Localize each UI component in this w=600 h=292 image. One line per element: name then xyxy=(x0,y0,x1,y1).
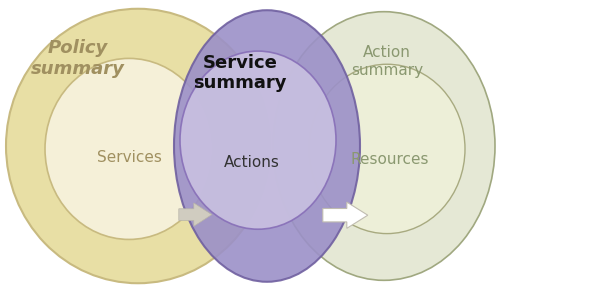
Text: Resources: Resources xyxy=(351,152,429,167)
Ellipse shape xyxy=(174,10,360,282)
Ellipse shape xyxy=(273,12,495,280)
Text: Actions: Actions xyxy=(224,154,280,170)
Text: Policy
summary: Policy summary xyxy=(31,39,125,78)
Text: Action
summary: Action summary xyxy=(351,45,423,77)
Ellipse shape xyxy=(309,64,465,234)
FancyArrow shape xyxy=(179,203,212,226)
Text: Services: Services xyxy=(97,150,161,165)
Ellipse shape xyxy=(180,51,336,229)
Ellipse shape xyxy=(6,9,270,283)
FancyArrow shape xyxy=(323,202,368,228)
Text: Service
summary: Service summary xyxy=(193,54,287,92)
Ellipse shape xyxy=(45,58,213,239)
